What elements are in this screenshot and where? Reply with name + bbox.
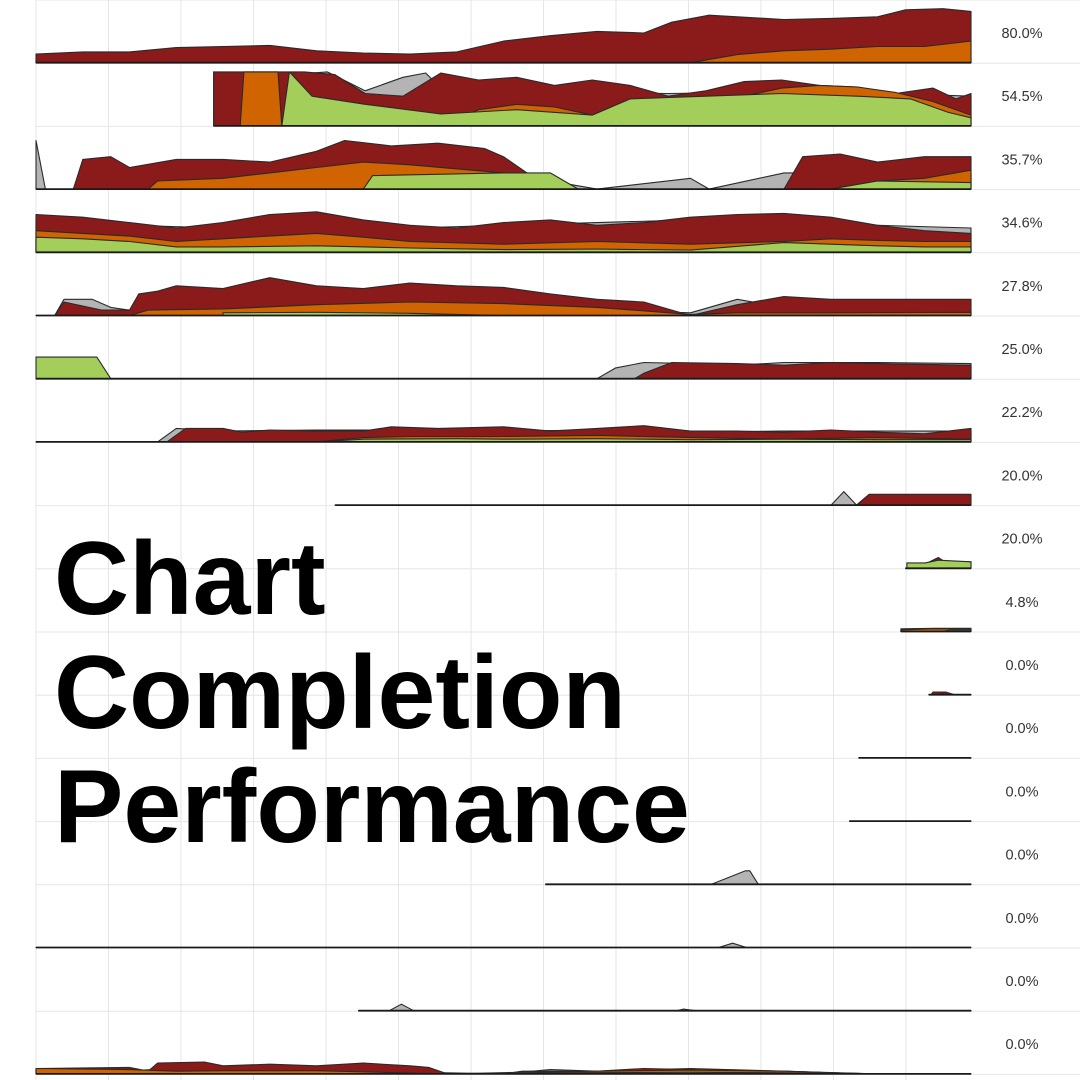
row-percentage-label: 34.6%	[1001, 216, 1042, 232]
chart-row: 20.0%	[334, 468, 1043, 507]
dark-red-area	[35, 8, 972, 64]
chart-row: 0.0%	[858, 721, 1039, 759]
row-percentage-label: 0.0%	[1005, 848, 1038, 864]
row-percentage-label: 54.5%	[1001, 89, 1042, 105]
chart-row: 35.7%	[35, 139, 1043, 191]
row-percentage-label: 0.0%	[1005, 1037, 1038, 1053]
chart-row: 27.8%	[35, 277, 1043, 317]
chart-row: 0.0%	[928, 658, 1039, 696]
chart-row: 4.8%	[900, 595, 1039, 633]
row-percentage-label: 0.0%	[1005, 658, 1038, 674]
chart-row: 0.0%	[35, 1037, 1039, 1075]
chart-row: 0.0%	[358, 974, 1039, 1012]
chart-row: 0.0%	[848, 784, 1039, 822]
gray-area	[545, 870, 972, 885]
dark-red-area	[35, 361, 972, 380]
green-area	[905, 559, 972, 569]
green-area	[213, 71, 972, 127]
chart-rows: 80.0% 54.5% 35.7% 34.6% 27.8% 25.0% 22.2% 20.0%…	[35, 8, 1043, 1075]
chart-row: 20.0%	[905, 532, 1043, 570]
row-percentage-label: 0.0%	[1005, 911, 1038, 927]
title-line-2: Completion	[54, 635, 626, 751]
chart-row: 25.0%	[35, 342, 1043, 380]
row-percentage-label: 80.0%	[1001, 26, 1042, 42]
chart-row: 0.0%	[35, 911, 1039, 949]
row-percentage-label: 22.2%	[1001, 405, 1042, 421]
gray-area	[358, 1003, 972, 1012]
chart-row: 34.6%	[35, 211, 1043, 254]
orange-area	[35, 40, 972, 64]
row-percentage-label: 4.8%	[1005, 595, 1038, 611]
row-percentage-label: 20.0%	[1001, 532, 1042, 548]
row-percentage-label: 20.0%	[1001, 468, 1042, 484]
row-percentage-label: 27.8%	[1001, 279, 1042, 295]
row-percentage-label: 35.7%	[1001, 152, 1042, 168]
chart-row: 0.0%	[545, 848, 1039, 886]
chart-row: 54.5%	[213, 71, 1043, 127]
green-area	[35, 236, 972, 253]
dark-red-area	[35, 277, 972, 317]
row-percentage-label: 25.0%	[1001, 342, 1042, 358]
chart-row: 22.2%	[35, 405, 1043, 443]
row-percentage-label: 0.0%	[1005, 974, 1038, 990]
dark-red-area	[334, 493, 972, 506]
title-line-1: Chart	[54, 521, 326, 637]
chart-title: Chart Completion Performance	[54, 522, 690, 864]
title-line-3: Performance	[54, 749, 690, 865]
chart-row: 80.0%	[35, 8, 1043, 64]
row-percentage-label: 0.0%	[1005, 784, 1038, 800]
row-percentage-label: 0.0%	[1005, 721, 1038, 737]
